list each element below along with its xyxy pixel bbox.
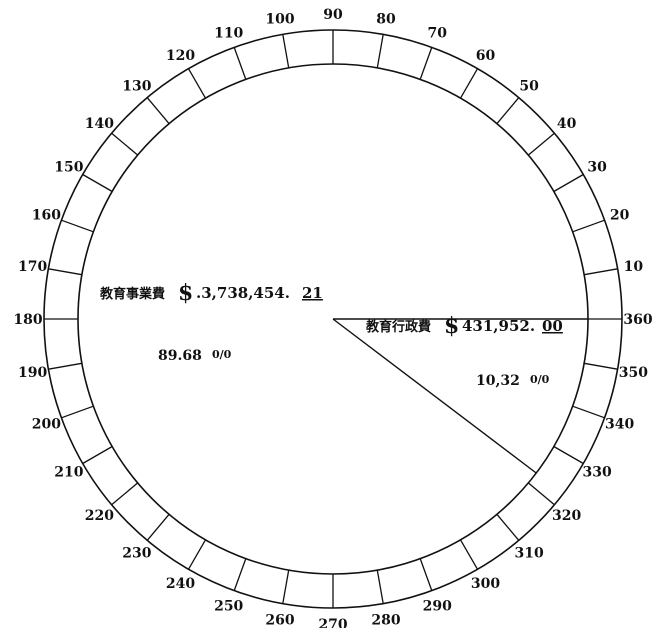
ring-tick-label: 110 (214, 25, 243, 41)
ring-tick (553, 445, 584, 465)
ring-tick-label: 320 (552, 508, 581, 524)
ring-tick-label: 360 (623, 312, 652, 328)
ring-tick (376, 34, 384, 69)
ring-tick-label: 50 (519, 78, 539, 94)
ring-tick (82, 173, 113, 193)
ring-tick (583, 268, 618, 276)
ring-tick-label: 190 (18, 365, 47, 381)
ring-tick-label: 80 (376, 12, 396, 28)
ring-tick-label: 70 (428, 25, 448, 41)
ring-tick (459, 68, 479, 99)
slice-1-cents: 21 (302, 284, 323, 302)
slice-2-label: 教育行政費 (365, 319, 431, 335)
ring-tick-label: 170 (18, 259, 47, 275)
ring-tick-label: 260 (265, 612, 294, 628)
ring-tick (48, 268, 83, 276)
ring-tick-label: 280 (371, 612, 400, 628)
slice-boundaries (332, 318, 588, 474)
slice-2-cents: 00 (542, 317, 563, 335)
ring-tick-label: 310 (514, 546, 543, 562)
ring-tick-label: 340 (605, 416, 634, 432)
ring-tick (146, 97, 170, 125)
ring-tick (111, 482, 139, 506)
slice-1-amount: .3,738,454. (196, 284, 290, 302)
slice-1-percent: 89.68 (158, 348, 202, 364)
ring-tick (419, 47, 433, 80)
ring-tick (233, 47, 247, 80)
ring-tick (111, 132, 139, 156)
ring-tick-label: 210 (54, 465, 83, 481)
ring-tick (187, 539, 207, 570)
ring-tick-label: 230 (122, 546, 151, 562)
slice-2-amount: 431,952. (462, 317, 535, 335)
ring-tick-label: 20 (610, 208, 630, 224)
ring-tick-label: 150 (54, 160, 83, 176)
ring-tick-label: 120 (166, 48, 195, 64)
ring-tick (459, 539, 479, 570)
ring-tick-label: 130 (122, 78, 151, 94)
ring-tick (376, 569, 384, 604)
ring-tick (82, 445, 113, 465)
ring-tick-label: 30 (587, 160, 607, 176)
slice-1-label: 教育事業費 (99, 286, 165, 302)
slice-1-percent-fraction: 0/0 (212, 348, 232, 361)
slice-2-currency: $ (444, 313, 459, 339)
ring-tick-label: 10 (624, 259, 644, 275)
ring-tick-label: 180 (13, 312, 42, 328)
ring-tick (61, 219, 94, 233)
ring-tick-label: 250 (214, 599, 243, 615)
ring-tick-label: 350 (619, 365, 648, 381)
ring-tick (527, 482, 555, 506)
ring-tick-label: 140 (85, 116, 114, 132)
slice-1-currency: $ (178, 280, 193, 306)
ring-tick (282, 569, 290, 604)
ring-tick (187, 68, 207, 99)
ring-tick-label: 240 (166, 576, 195, 592)
ring-ticks (44, 30, 622, 608)
ring-tick-label: 40 (557, 116, 577, 132)
ring-tick-label: 200 (32, 416, 61, 432)
ring-tick (572, 219, 605, 233)
ring-tick (48, 362, 83, 370)
ring-tick-label: 300 (471, 576, 500, 592)
ring-tick-label: 270 (318, 617, 347, 628)
ring-tick (583, 362, 618, 370)
ring-tick (527, 132, 555, 156)
ring-tick-label: 90 (323, 7, 343, 23)
slice-boundary (332, 318, 537, 474)
ring-tick-label: 100 (265, 12, 294, 28)
ring-tick-label: 330 (582, 465, 611, 481)
ring-tick (282, 34, 290, 69)
ring-tick-label: 290 (423, 599, 452, 615)
ring-tick (146, 513, 170, 541)
slice-2-percent: 10,32 (476, 373, 520, 389)
ring-tick (233, 558, 247, 591)
ring-tick (572, 405, 605, 419)
slice-2-percent-fraction: 0/0 (530, 373, 550, 386)
ring-tick (61, 405, 94, 419)
ring-tick-label: 220 (85, 508, 114, 524)
ring-tick (419, 558, 433, 591)
ring-tick-label: 160 (32, 208, 61, 224)
ring-tick-label: 60 (476, 48, 496, 64)
ring-tick (496, 513, 520, 541)
ring-tick (553, 173, 584, 193)
ring-tick (496, 97, 520, 125)
